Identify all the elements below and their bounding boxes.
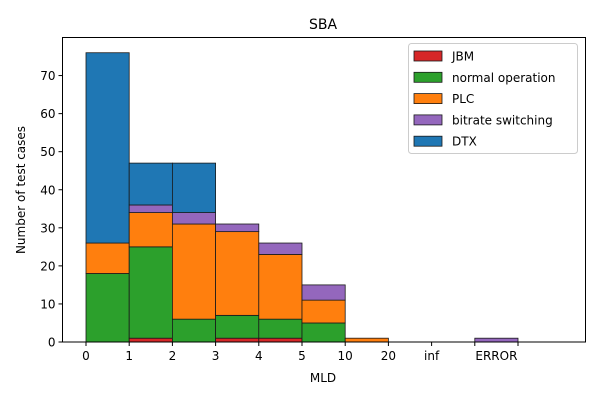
bar-bitrate-switching-2-3	[171, 212, 216, 225]
bar-plc-10-20	[344, 337, 389, 343]
x-tick-label: 0	[82, 349, 90, 363]
bar-plc-1-2	[128, 212, 173, 248]
x-axis: 0 1 2 3 4 5 10 20 inf ERROR	[82, 342, 519, 363]
y-tick-label: 30	[40, 221, 55, 235]
x-axis-label: MLD	[310, 371, 336, 385]
x-tick-label: 5	[298, 349, 306, 363]
chart-title: SBA	[309, 17, 337, 33]
bar-bitrate-switching-4-5	[258, 242, 303, 255]
y-tick-label: 60	[40, 107, 55, 121]
legend-label: normal operation	[452, 71, 555, 85]
y-tick-label: 40	[40, 183, 55, 197]
bar-normal-operation-1-2	[128, 246, 173, 339]
bar-normal-operation-0-1	[85, 273, 130, 343]
bar-plc-0-1	[85, 242, 130, 274]
bar-dtx-2-3	[171, 162, 216, 213]
bar-plc-5-10	[301, 299, 346, 324]
y-tick-label: 50	[40, 145, 55, 159]
bar-normal-operation-5-10	[301, 322, 346, 343]
x-tick-label-error: ERROR	[475, 349, 517, 363]
x-tick-label: 2	[169, 349, 177, 363]
y-tick-label: 70	[40, 69, 55, 83]
bar-bitrate-switching-ERROR	[474, 337, 519, 343]
bar-jbm-1-2	[128, 337, 173, 343]
bars-group	[85, 52, 519, 343]
bar-normal-operation-2-3	[171, 318, 216, 343]
legend: JBM normal operation PLC bitrate switching D…	[408, 43, 578, 154]
bar-dtx-1-2	[128, 162, 173, 206]
bar-plc-2-3	[171, 223, 216, 320]
bar-dtx-0-1	[85, 52, 130, 244]
bar-plc-3-4	[215, 231, 260, 316]
bar-bitrate-switching-5-10	[301, 284, 346, 301]
legend-label: DTX	[452, 135, 477, 149]
bar-bitrate-switching-1-2	[128, 204, 173, 213]
legend-swatch-normal-operation	[413, 71, 443, 83]
legend-label: PLC	[452, 92, 474, 106]
x-tick-label: inf	[424, 349, 440, 363]
bar-jbm-3-4	[215, 337, 260, 343]
legend-label: JBM	[451, 50, 474, 64]
x-tick-label: 1	[125, 349, 133, 363]
legend-label: bitrate switching	[452, 113, 553, 127]
legend-box	[408, 43, 578, 154]
bar-plc-4-5	[258, 254, 303, 320]
y-tick-label: 20	[40, 259, 55, 273]
x-tick-label: 3	[212, 349, 220, 363]
y-axis-label: Number of test cases	[14, 126, 28, 254]
bar-normal-operation-3-4	[215, 314, 260, 339]
legend-swatch-plc	[413, 93, 443, 104]
legend-swatch-bitrate-switching	[413, 114, 443, 126]
legend-swatch-jbm	[413, 50, 443, 62]
legend-swatch-dtx	[413, 135, 443, 147]
y-tick-label: 0	[48, 336, 56, 350]
bar-jbm-4-5	[258, 337, 303, 343]
y-tick-label: 10	[40, 297, 55, 311]
bar-normal-operation-4-5	[258, 318, 303, 339]
y-axis: 0 10 20 30 40 50 60 70	[40, 69, 63, 350]
x-tick-label: 20	[381, 349, 396, 363]
x-tick-label: 4	[255, 349, 263, 363]
bar-bitrate-switching-3-4	[215, 223, 260, 233]
x-tick-label: 10	[338, 349, 353, 363]
